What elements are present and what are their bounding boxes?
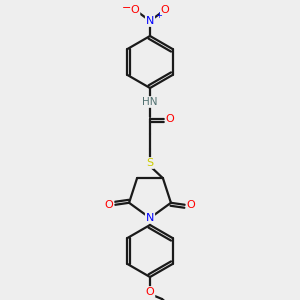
Text: O: O: [166, 114, 174, 124]
Text: O: O: [130, 5, 140, 15]
Text: +: +: [156, 11, 162, 20]
Text: N: N: [146, 213, 154, 223]
Text: O: O: [105, 200, 113, 210]
Text: O: O: [160, 5, 169, 15]
Text: N: N: [146, 16, 154, 26]
Text: −: −: [122, 3, 132, 13]
Text: S: S: [146, 158, 154, 168]
Text: HN: HN: [142, 97, 158, 107]
Text: O: O: [146, 287, 154, 297]
Text: O: O: [187, 200, 195, 210]
